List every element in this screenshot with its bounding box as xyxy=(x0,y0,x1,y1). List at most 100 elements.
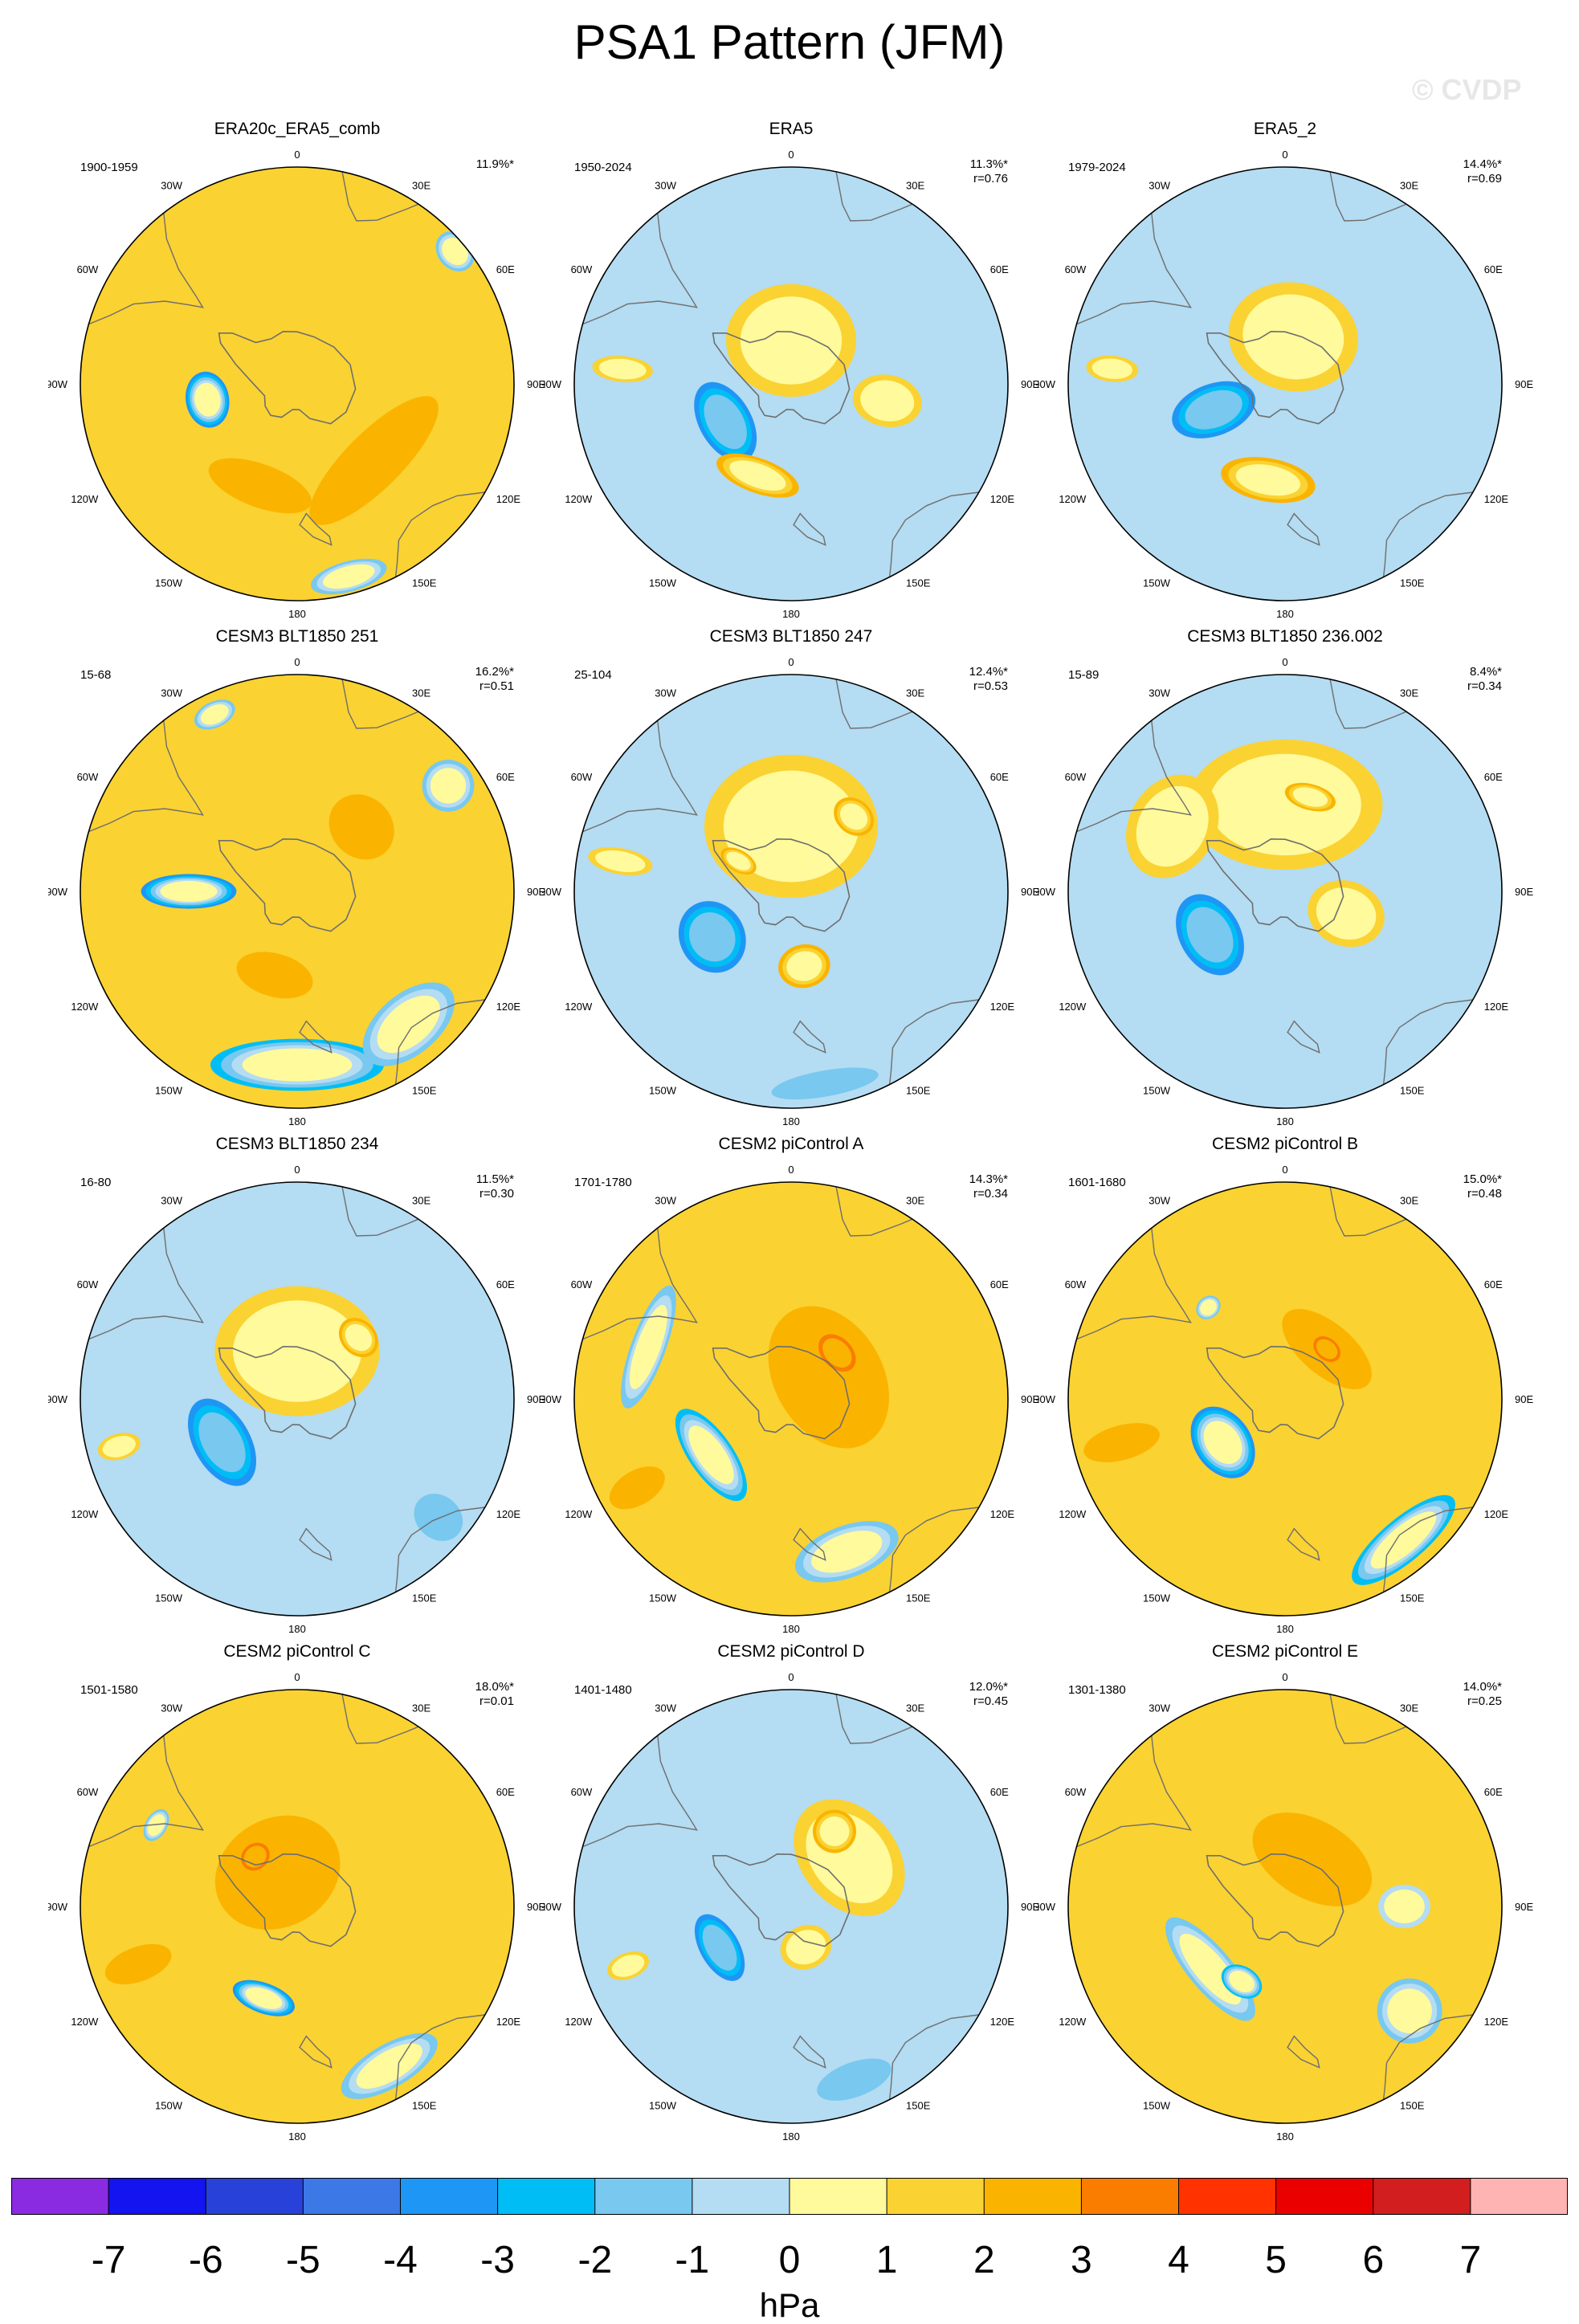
contour-region xyxy=(1292,787,1328,807)
panel-title: CESM3 BLT1850 247 xyxy=(709,627,873,646)
new-zealand-coastline xyxy=(299,512,333,546)
map-panel: 0 30E 60E 90E 120E 150E 180 150W 120W 90W 60W 30W ER… xyxy=(48,119,546,633)
contour-region xyxy=(1300,1817,1327,1841)
antarctica-coastline xyxy=(1206,838,1344,932)
polar-map: 0 30E 60E 90E 120E 150E 180 150W 120W 90W 60W 30W xyxy=(48,149,545,620)
contour-region xyxy=(771,1067,879,1100)
longitude-label: 180 xyxy=(782,1623,800,1635)
antarctica-coastline xyxy=(712,1345,851,1440)
longitude-label: 30W xyxy=(161,179,182,191)
australia-coastline xyxy=(1382,1507,1473,1592)
map-boundary xyxy=(80,1689,515,2124)
map-boundary xyxy=(1067,1689,1503,2124)
panel-title: ERA5 xyxy=(769,120,814,138)
longitude-label: 60E xyxy=(496,1786,515,1798)
panel-period: 1701-1780 xyxy=(574,1176,632,1189)
longitude-label: 60W xyxy=(571,1278,593,1290)
longitude-label: 150E xyxy=(906,577,931,589)
contour-region xyxy=(345,1323,373,1352)
panel-stats: 11.3%* r=0.76 xyxy=(970,157,1008,186)
contour-region xyxy=(629,1305,667,1389)
panel-title: ERA5_2 xyxy=(1253,120,1317,138)
longitude-label: 30W xyxy=(161,1194,182,1206)
contour-region xyxy=(208,458,312,514)
longitude-label: 90W xyxy=(48,1901,68,1913)
longitude-label: 30E xyxy=(906,1702,924,1714)
longitude-label: 0 xyxy=(1282,1164,1287,1176)
contour-region xyxy=(442,238,468,266)
explained-variance: 14.0%* xyxy=(1463,1680,1502,1694)
contour-region xyxy=(740,296,843,385)
longitude-label: 30W xyxy=(1149,1702,1170,1714)
antarctica-coastline xyxy=(218,1345,357,1440)
panel-title: CESM3 BLT1850 236.002 xyxy=(1187,627,1383,646)
longitude-label: 30E xyxy=(412,179,430,191)
panel-stats: 12.4%* r=0.53 xyxy=(969,665,1008,694)
colorbar-tick-label: 0 xyxy=(779,2239,801,2281)
colorbar-tick-label: 5 xyxy=(1265,2239,1287,2281)
longitude-label: 0 xyxy=(788,656,794,668)
australia-coastline xyxy=(1382,491,1473,577)
south-america-coastline xyxy=(582,1735,698,1848)
longitude-label: 90W xyxy=(1036,886,1056,898)
longitude-label: 150W xyxy=(1143,1592,1171,1604)
contour-region xyxy=(309,396,439,525)
longitude-label: 180 xyxy=(782,2130,800,2143)
contour-region xyxy=(1203,1421,1242,1465)
longitude-label: 30W xyxy=(1149,687,1170,699)
contour-region xyxy=(102,1436,136,1458)
africa-coastline xyxy=(1329,1694,1407,1744)
longitude-label: 150W xyxy=(155,1085,183,1097)
contour-region xyxy=(414,1494,463,1541)
panel-title: CESM3 BLT1850 251 xyxy=(215,627,379,646)
longitude-label: 120E xyxy=(496,1001,521,1013)
explained-variance: 14.4%* xyxy=(1463,157,1502,171)
africa-coastline xyxy=(835,1186,913,1237)
longitude-label: 180 xyxy=(288,2130,306,2143)
contour-region xyxy=(147,1814,165,1837)
longitude-label: 150W xyxy=(649,2100,677,2112)
longitude-label: 150E xyxy=(906,1085,931,1097)
map-background-field xyxy=(574,1690,1008,2123)
longitude-label: 120E xyxy=(990,1508,1015,1520)
polar-map: 0 30E 60E 90E 120E 150E 180 150W 120W 90W 60W 30W xyxy=(542,656,1039,1127)
africa-coastline xyxy=(1329,171,1407,222)
pattern-correlation: r=0.51 xyxy=(479,679,514,693)
longitude-label: 30E xyxy=(1400,1702,1418,1714)
antarctica-coastline xyxy=(218,1853,357,1947)
contour-region xyxy=(1091,358,1133,379)
contour-region xyxy=(1185,389,1242,430)
colorbar-swatch xyxy=(497,2178,596,2215)
colorbar-swatch xyxy=(206,2178,304,2215)
contour-region xyxy=(860,380,915,422)
colorbar-tick-label: -2 xyxy=(577,2239,612,2281)
map-panel: 0 30E 60E 90E 120E 150E 180 150W 120W 90W 60W 30W CE… xyxy=(48,1134,546,1648)
colorbar-swatch xyxy=(11,2178,109,2215)
antarctica-coastline xyxy=(1206,1853,1344,1947)
longitude-label: 150E xyxy=(1400,577,1425,589)
longitude-label: 60W xyxy=(1065,1786,1087,1798)
contour-region xyxy=(723,770,859,883)
south-america-coastline xyxy=(1076,1228,1192,1340)
polar-map: 0 30E 60E 90E 120E 150E 180 150W 120W 90W 60W 30W xyxy=(1036,656,1533,1127)
colorbar: -7 -6 -5 -4 -3 -2 -1 0 1 2 3 4 5 6 7 xyxy=(11,2178,1568,2281)
contour-region xyxy=(245,1987,283,2009)
antarctica-coastline xyxy=(218,330,357,425)
longitude-label: 30W xyxy=(655,1194,676,1206)
new-zealand-coastline xyxy=(793,512,826,546)
map-boundary xyxy=(1067,674,1503,1109)
contour-region xyxy=(430,768,467,804)
longitude-label: 90E xyxy=(527,1393,545,1405)
longitude-label: 30W xyxy=(655,179,676,191)
contour-region xyxy=(104,1943,172,1985)
colorbar-swatch xyxy=(400,2178,499,2215)
polar-map: 0 30E 60E 90E 120E 150E 180 150W 120W 90W 60W 30W xyxy=(542,1671,1039,2143)
contour-region xyxy=(194,382,221,417)
longitude-label: 0 xyxy=(294,1671,300,1683)
south-america-coastline xyxy=(88,1228,204,1340)
australia-coastline xyxy=(394,999,485,1085)
longitude-label: 30E xyxy=(1400,687,1418,699)
longitude-label: 60W xyxy=(77,1278,99,1290)
south-america-coastline xyxy=(88,213,204,325)
longitude-label: 120W xyxy=(565,1508,593,1520)
